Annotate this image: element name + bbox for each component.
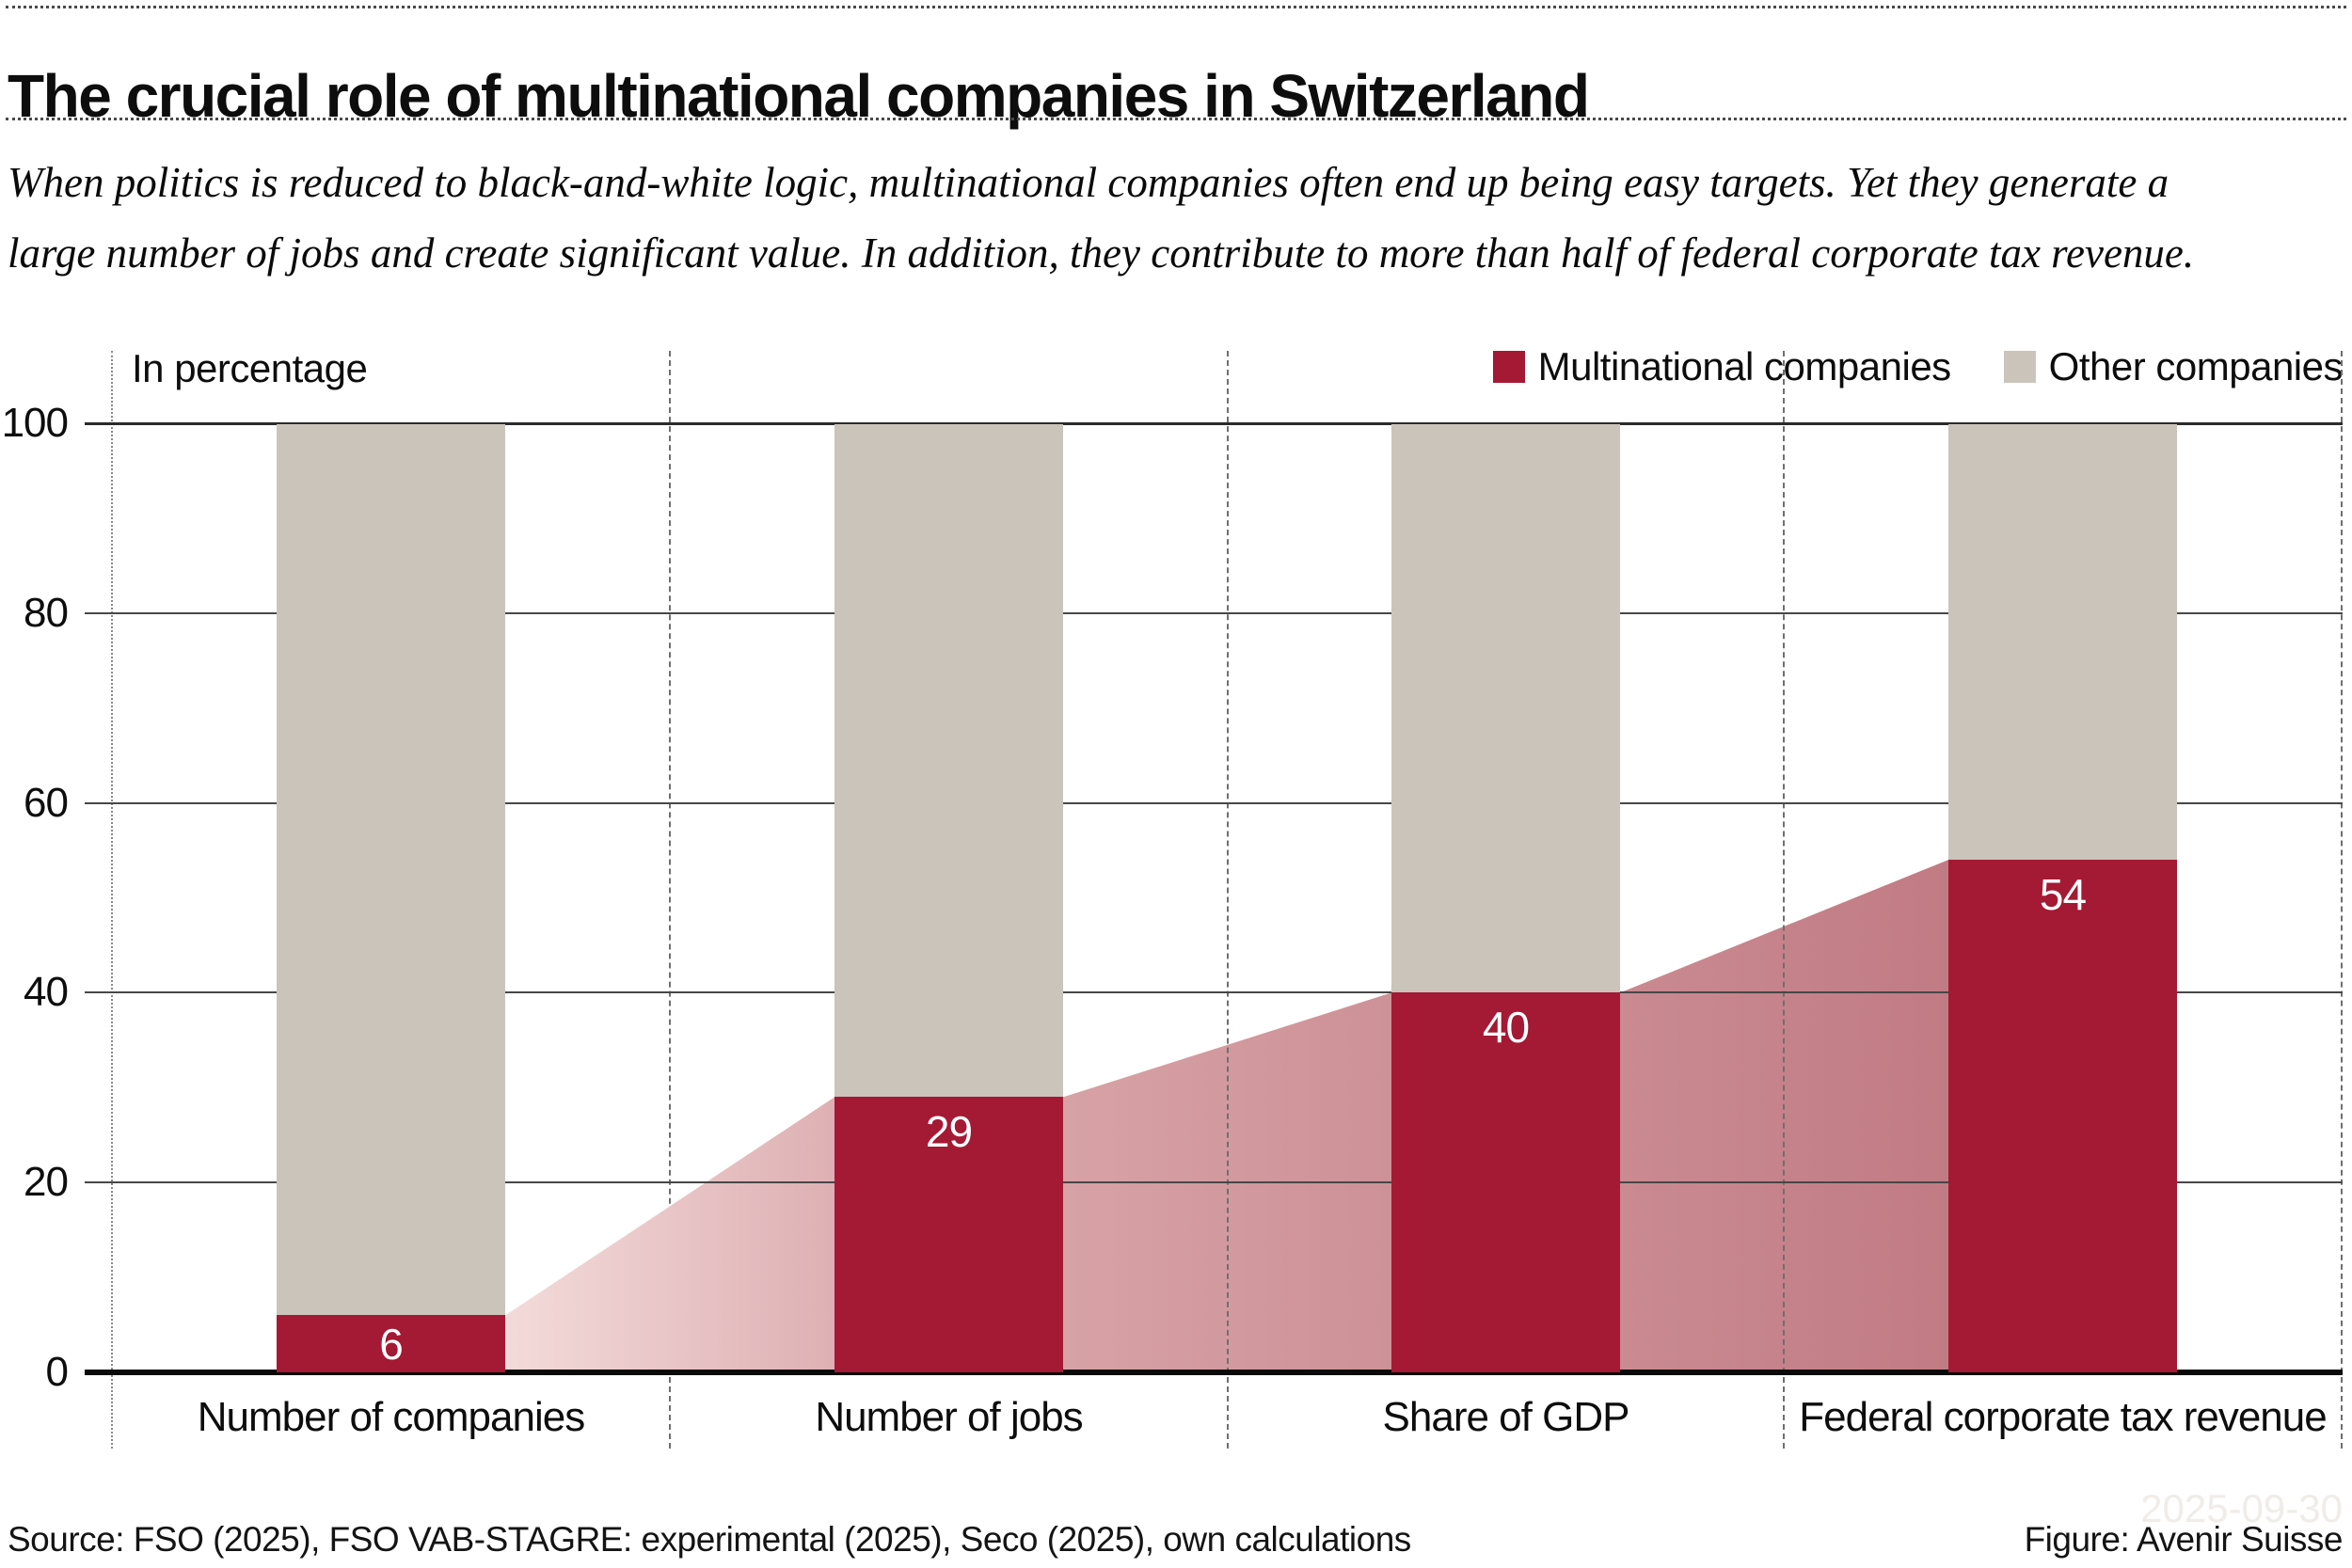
y-tick-label-60: 60 [24, 779, 69, 826]
figure-credit: Figure: Avenir Suisse [2024, 1520, 2344, 1559]
legend-label-multinational: Multinational companies [1537, 344, 1952, 388]
top-dotted-rule [6, 6, 2346, 8]
legend-item-multinational: Multinational companies [1492, 344, 1952, 389]
bar-multinational-3 [1948, 860, 2177, 1372]
y-tick-label-100: 100 [1, 400, 69, 446]
gridline-40 [85, 991, 2343, 994]
source-note: Source: FSO (2025), FSO VAB-STAGRE: expe… [8, 1520, 1411, 1559]
bar-multinational-0 [277, 1315, 505, 1372]
x-axis-line [85, 1370, 2343, 1375]
bar-other-companies-1 [834, 424, 1063, 1098]
y-tick-label-20: 20 [24, 1159, 69, 1206]
gridline-100 [85, 422, 2343, 425]
y-axis-unit-label: In percentage [132, 346, 368, 390]
category-separator-line-3 [1783, 351, 1785, 1449]
legend-item-other: Other companies [2003, 344, 2344, 389]
subtitle-line-1: When politics is reduced to black-and-wh… [8, 159, 2169, 206]
date-watermark: 2025-09-30 [2140, 1486, 2343, 1530]
page-title: The crucial role of multinational compan… [8, 61, 1590, 130]
bar-value-label-0: 6 [379, 1319, 404, 1369]
bar-multinational-1 [834, 1097, 1063, 1372]
bar-multinational-2 [1391, 992, 1620, 1372]
y-tick-label-80: 80 [24, 589, 69, 636]
legend-swatch-multinational [1492, 351, 1525, 383]
x-axis-label-0: Number of companies [197, 1394, 585, 1440]
plot-right-boundary-line [2341, 351, 2343, 1449]
x-axis-label-1: Number of jobs [815, 1394, 1083, 1440]
y-tick-label-0: 0 [45, 1349, 69, 1395]
bar-value-label-3: 54 [2039, 870, 2087, 920]
x-axis-label-2: Share of GDP [1382, 1394, 1630, 1440]
bar-value-label-2: 40 [1482, 1003, 1530, 1053]
gridline-80 [85, 611, 2343, 614]
subtitle-line-2: large number of jobs and create signific… [8, 230, 2195, 277]
legend-label-other: Other companies [2048, 344, 2344, 388]
gridline-20 [85, 1181, 2343, 1184]
bar-value-label-1: 29 [925, 1107, 973, 1157]
bar-other-companies-0 [277, 424, 505, 1316]
gridline-60 [85, 801, 2343, 804]
legend: Multinational companies Other companies [1492, 344, 2344, 389]
plot-left-boundary-line [111, 351, 113, 1449]
bar-other-companies-2 [1391, 424, 1620, 993]
legend-swatch-other [2003, 351, 2036, 383]
bar-other-companies-3 [1948, 424, 2177, 861]
category-separator-line-1 [669, 351, 671, 1449]
y-tick-label-40: 40 [24, 969, 69, 1016]
x-axis-label-3: Federal corporate tax revenue [1799, 1394, 2327, 1440]
category-separator-line-2 [1227, 351, 1229, 1449]
title-dotted-rule [6, 118, 2346, 120]
